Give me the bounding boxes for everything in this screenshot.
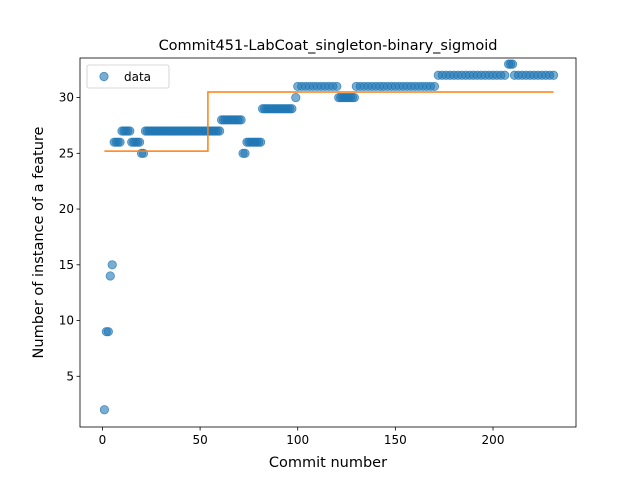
data-point [115, 137, 125, 147]
step-line [104, 91, 554, 152]
y-tick-label: 25 [59, 146, 74, 160]
legend-marker [99, 71, 109, 82]
y-tick-label: 30 [59, 91, 74, 105]
data-point [107, 260, 117, 270]
data-point [215, 126, 225, 136]
data-point [507, 59, 518, 69]
x-tick-label: 150 [384, 433, 407, 447]
data-point [240, 148, 250, 158]
chart-title: Commit451-LabCoat_singleton-binary_sigmo… [159, 38, 498, 54]
data-point [103, 327, 113, 337]
axes-frame [79, 57, 577, 428]
data-point [134, 137, 145, 147]
y-tick-label: 10 [59, 314, 74, 328]
data-point [125, 126, 135, 136]
x-axis-label: Commit number [269, 455, 387, 471]
data-point [291, 92, 301, 103]
y-tick-label: 5 [66, 369, 74, 383]
x-tick-label: 0 [99, 433, 107, 447]
y-axis-label: Number of instance of a feature [31, 126, 47, 358]
ticks: 0 50 100 150 200 5 10 15 20 25 30 [59, 91, 505, 447]
y-tick-label: 20 [59, 202, 74, 216]
data-point [236, 115, 246, 125]
data-point [99, 405, 110, 415]
data-point [332, 81, 342, 92]
x-tick-label: 100 [286, 433, 309, 447]
data-point [105, 271, 115, 281]
data-point [287, 104, 297, 114]
legend-label: data [124, 70, 151, 84]
legend-box [86, 64, 170, 89]
legend: data [86, 64, 170, 89]
data-point [548, 70, 559, 80]
x-tick-label: 50 [192, 433, 207, 447]
data-point [349, 92, 359, 103]
y-tick-label: 15 [59, 258, 74, 272]
data-point [429, 81, 440, 92]
data-point [500, 70, 510, 80]
x-tick-label: 200 [482, 433, 505, 447]
data-point [256, 137, 266, 147]
plot-area [99, 59, 559, 415]
